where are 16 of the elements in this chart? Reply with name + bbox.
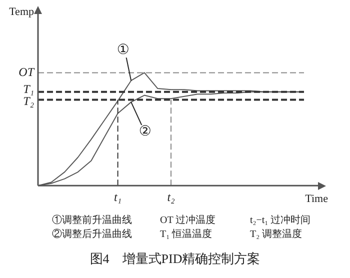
ref-line-label: T₂ — [23, 94, 34, 108]
text: t₂−t₁ 过冲时间 — [250, 214, 312, 228]
text: T₂ 调整温度 — [250, 228, 304, 242]
x-tick-label: t₁ — [114, 190, 122, 204]
text: ①调整前升温曲线 — [52, 214, 133, 228]
ref-line-label: OT — [18, 64, 36, 79]
y-axis-title: Temp — [9, 6, 34, 18]
x-axis-title: Time — [305, 192, 328, 205]
x-tick-label: t₂ — [167, 190, 175, 204]
ref-line-label: T₁ — [23, 82, 34, 96]
annotation: ② — [138, 124, 152, 140]
text: 图4 增量式PID精确控制方案 — [88, 250, 262, 268]
text: T₁ 恒温温度 — [160, 228, 214, 242]
text: ②调整后升温曲线 — [52, 228, 133, 242]
text: OT 过冲温度 — [160, 214, 217, 228]
text: ① — [116, 42, 130, 58]
